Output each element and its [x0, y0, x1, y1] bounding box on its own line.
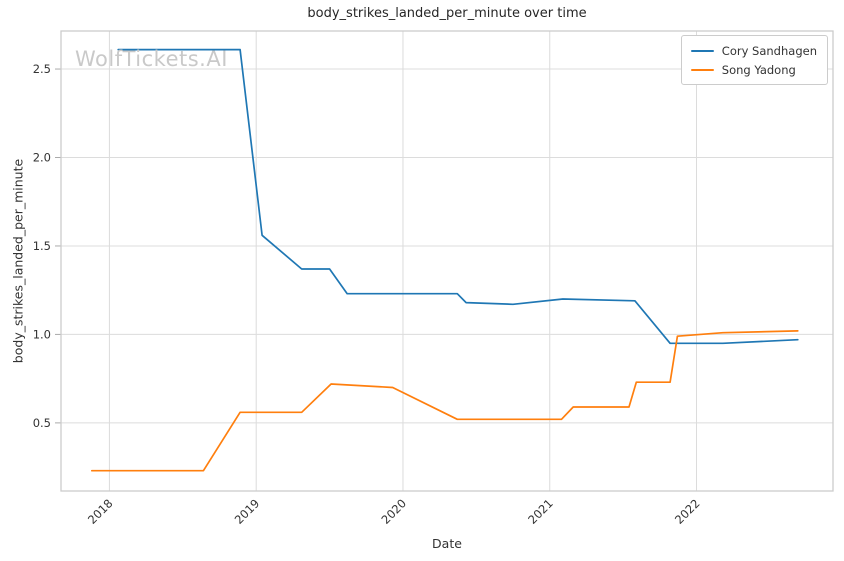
legend-item: Cory Sandhagen	[690, 41, 817, 60]
y-tick-label: 1.0	[33, 327, 51, 341]
x-tick-label: 2018	[85, 496, 116, 527]
series-line-song-yadong	[90, 330, 799, 472]
y-axis-label: body_strikes_landed_per_minute	[10, 158, 26, 364]
legend-item: Song Yadong	[690, 60, 817, 79]
plot-background	[61, 31, 833, 491]
x-tick-label: 2019	[232, 496, 263, 527]
y-tick-label: 2.5	[33, 62, 51, 76]
x-axis-label: Date	[432, 536, 462, 551]
x-tick-label: 2021	[525, 496, 556, 527]
x-tick-label: 2020	[378, 496, 409, 527]
legend-line-swatch	[690, 49, 714, 52]
y-tick-label: 0.5	[33, 416, 51, 430]
x-tick-label: 2022	[672, 496, 703, 527]
watermark: WolfTickets.AI	[75, 47, 228, 71]
y-tick-label: 2.0	[33, 151, 51, 165]
legend-line-swatch	[690, 68, 714, 71]
legend: Cory Sandhagen Song Yadong	[680, 35, 828, 85]
y-tick-label: 1.5	[33, 239, 51, 253]
axes-border	[60, 30, 834, 492]
chart-title: body_strikes_landed_per_minute over time	[307, 6, 587, 21]
series-line-cory-sandhagen	[117, 48, 799, 345]
legend-label: Cory Sandhagen	[721, 43, 817, 58]
legend-label: Song Yadong	[721, 62, 796, 77]
